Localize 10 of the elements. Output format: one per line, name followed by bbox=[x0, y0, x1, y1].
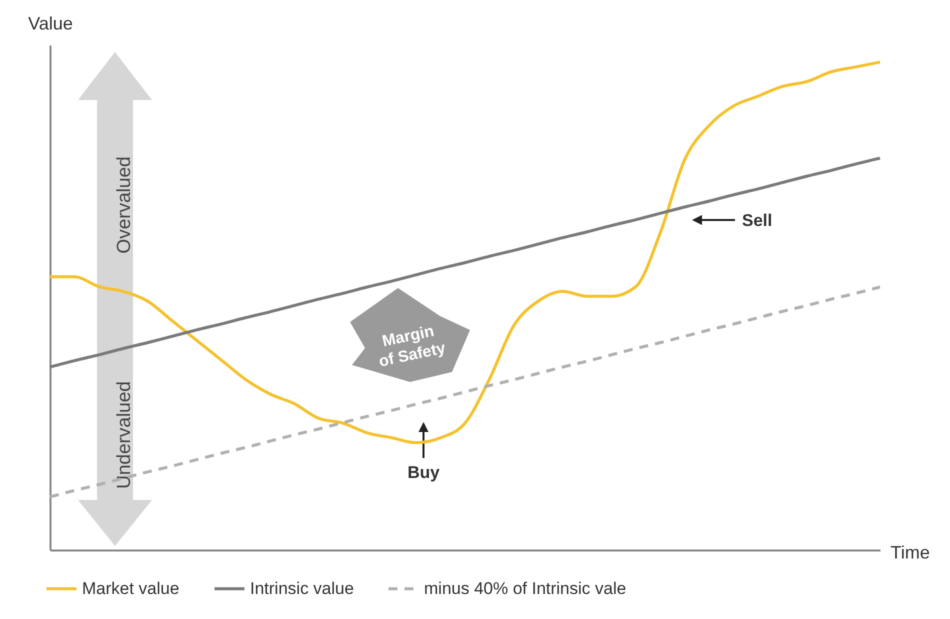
legend-label: minus 40% of Intrinsic vale bbox=[424, 578, 626, 598]
x-axis-title: Time bbox=[890, 542, 930, 562]
annotation: Undervalued bbox=[114, 381, 135, 489]
annotation: Margin of Safety bbox=[377, 322, 448, 371]
legend-label: Market value bbox=[82, 578, 180, 598]
annotation: Overvalued bbox=[114, 156, 135, 254]
annotation: Buy bbox=[407, 463, 440, 482]
legend-label: Intrinsic value bbox=[250, 578, 354, 598]
annotation: Sell bbox=[742, 211, 772, 230]
y-axis-title: Value bbox=[28, 14, 73, 34]
